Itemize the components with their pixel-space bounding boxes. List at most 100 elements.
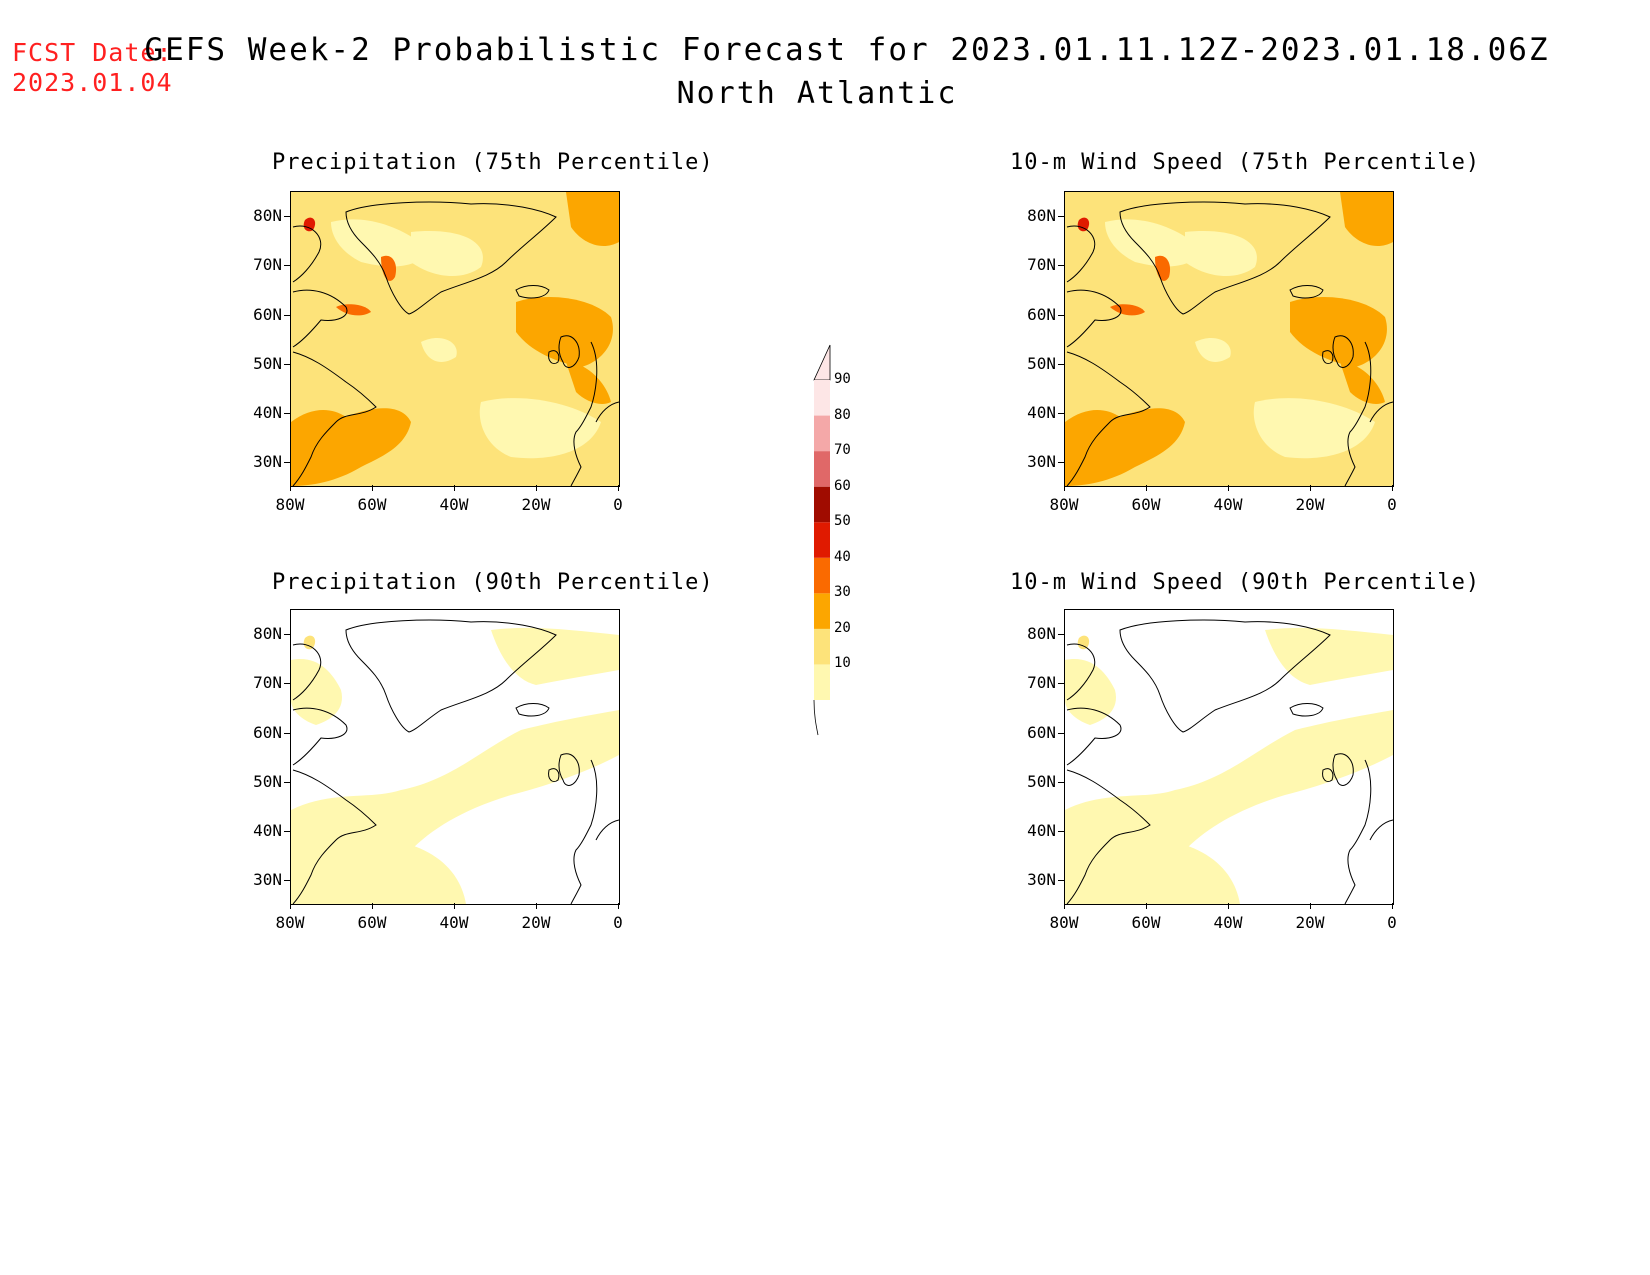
coastline bbox=[1066, 643, 1096, 701]
lat-tick-mark bbox=[284, 782, 290, 783]
lat-tick-mark bbox=[1058, 413, 1064, 414]
colorbar-level-label: 80 bbox=[834, 406, 851, 423]
lon-tick-mark bbox=[536, 485, 537, 491]
coastline bbox=[1066, 707, 1122, 766]
lat-tick-label: 30N bbox=[253, 870, 282, 889]
lon-tick-label: 20W bbox=[521, 913, 551, 932]
coastline bbox=[1119, 201, 1331, 315]
lat-tick-mark bbox=[1058, 782, 1064, 783]
coastline bbox=[1322, 768, 1334, 783]
colorbar-level-label: 30 bbox=[834, 584, 851, 601]
lat-tick-label: 40N bbox=[1027, 403, 1056, 422]
coastline bbox=[292, 769, 377, 904]
lat-tick-label: 80N bbox=[1027, 624, 1056, 643]
probability-field-patch bbox=[1077, 217, 1090, 232]
lat-tick-mark bbox=[284, 462, 290, 463]
probability-field-patch bbox=[1195, 337, 1231, 362]
coastline bbox=[345, 201, 557, 315]
probability-field-patch bbox=[1265, 627, 1393, 685]
colorbar-swatch bbox=[814, 557, 830, 594]
lat-tick-mark bbox=[1058, 265, 1064, 266]
lat-tick-label: 50N bbox=[1027, 354, 1056, 373]
map-precip-75 bbox=[290, 191, 620, 487]
probability-field-patch bbox=[566, 362, 611, 404]
coastline bbox=[548, 350, 560, 365]
colorbar-swatch bbox=[814, 522, 830, 558]
coastline bbox=[595, 401, 619, 423]
probability-field-patch bbox=[331, 219, 431, 267]
lon-tick-mark bbox=[618, 903, 619, 909]
lon-tick-label: 0 bbox=[613, 495, 623, 514]
coastline bbox=[292, 351, 377, 486]
coastline bbox=[558, 335, 580, 368]
lat-tick-label: 70N bbox=[253, 255, 282, 274]
lat-tick-mark bbox=[1058, 634, 1064, 635]
colorbar-swatch bbox=[814, 593, 830, 629]
probability-field-patch bbox=[411, 231, 483, 277]
map-wind-90 bbox=[1064, 609, 1394, 905]
lat-tick-label: 70N bbox=[1027, 673, 1056, 692]
lat-tick-label: 50N bbox=[253, 772, 282, 791]
lon-tick-mark bbox=[618, 485, 619, 491]
lon-tick-label: 40W bbox=[439, 495, 469, 514]
lat-tick-mark bbox=[284, 831, 290, 832]
lat-tick-mark bbox=[1058, 683, 1064, 684]
probability-field-patch bbox=[479, 398, 601, 459]
lat-tick-mark bbox=[284, 413, 290, 414]
map-precip-90 bbox=[290, 609, 620, 905]
coastline bbox=[1066, 769, 1151, 904]
lon-tick-mark bbox=[1310, 903, 1311, 909]
lon-tick-mark bbox=[372, 903, 373, 909]
coastline bbox=[1332, 753, 1354, 786]
probability-field-patch bbox=[1110, 304, 1145, 316]
panel-title-precip-90: Precipitation (90th Percentile) bbox=[272, 570, 714, 595]
lon-tick-label: 20W bbox=[1295, 495, 1325, 514]
probability-field-patch bbox=[336, 304, 371, 316]
lon-tick-label: 80W bbox=[1049, 495, 1079, 514]
lat-tick-label: 40N bbox=[253, 403, 282, 422]
lat-tick-label: 60N bbox=[1027, 305, 1056, 324]
lat-tick-label: 60N bbox=[1027, 723, 1056, 742]
map-wind-75 bbox=[1064, 191, 1394, 487]
lon-tick-mark bbox=[1310, 485, 1311, 491]
coastline bbox=[1332, 335, 1354, 368]
coastline bbox=[292, 289, 348, 348]
probability-field-patch bbox=[303, 635, 316, 650]
coastline bbox=[570, 341, 598, 486]
lon-tick-mark bbox=[1064, 485, 1065, 491]
colorbar-level-label: 40 bbox=[834, 548, 851, 565]
lon-tick-label: 40W bbox=[1213, 913, 1243, 932]
probability-field-patch bbox=[1185, 231, 1257, 277]
lat-tick-label: 30N bbox=[1027, 452, 1056, 471]
colorbar-level-label: 60 bbox=[834, 477, 851, 494]
lon-tick-mark bbox=[290, 903, 291, 909]
lat-tick-label: 70N bbox=[1027, 255, 1056, 274]
lat-tick-mark bbox=[1058, 831, 1064, 832]
coastline bbox=[292, 643, 322, 701]
coastline bbox=[595, 819, 619, 841]
colorbar-level-label: 10 bbox=[834, 655, 851, 672]
probability-field-patch bbox=[291, 408, 411, 486]
lon-tick-mark bbox=[1064, 903, 1065, 909]
probability-field-patch bbox=[291, 834, 466, 904]
lon-tick-mark bbox=[1146, 903, 1147, 909]
lat-tick-mark bbox=[284, 216, 290, 217]
colorbar-bottom-arrow bbox=[813, 699, 819, 736]
coastline bbox=[345, 619, 557, 733]
probability-field-patch bbox=[566, 192, 619, 247]
lat-tick-mark bbox=[1058, 315, 1064, 316]
colorbar-swatch bbox=[814, 628, 830, 665]
coastline bbox=[1369, 819, 1393, 841]
coastline bbox=[515, 285, 550, 299]
lat-tick-label: 40N bbox=[253, 821, 282, 840]
lat-tick-mark bbox=[284, 364, 290, 365]
lon-tick-label: 80W bbox=[1049, 913, 1079, 932]
probability-field-patch bbox=[516, 297, 613, 367]
lat-tick-label: 50N bbox=[1027, 772, 1056, 791]
panel-title-precip-75: Precipitation (75th Percentile) bbox=[272, 150, 714, 175]
lon-tick-label: 60W bbox=[1131, 495, 1161, 514]
lon-tick-label: 0 bbox=[613, 913, 623, 932]
coastline bbox=[548, 768, 560, 783]
colorbar-level-label: 90 bbox=[834, 371, 851, 387]
coastline bbox=[1369, 401, 1393, 423]
